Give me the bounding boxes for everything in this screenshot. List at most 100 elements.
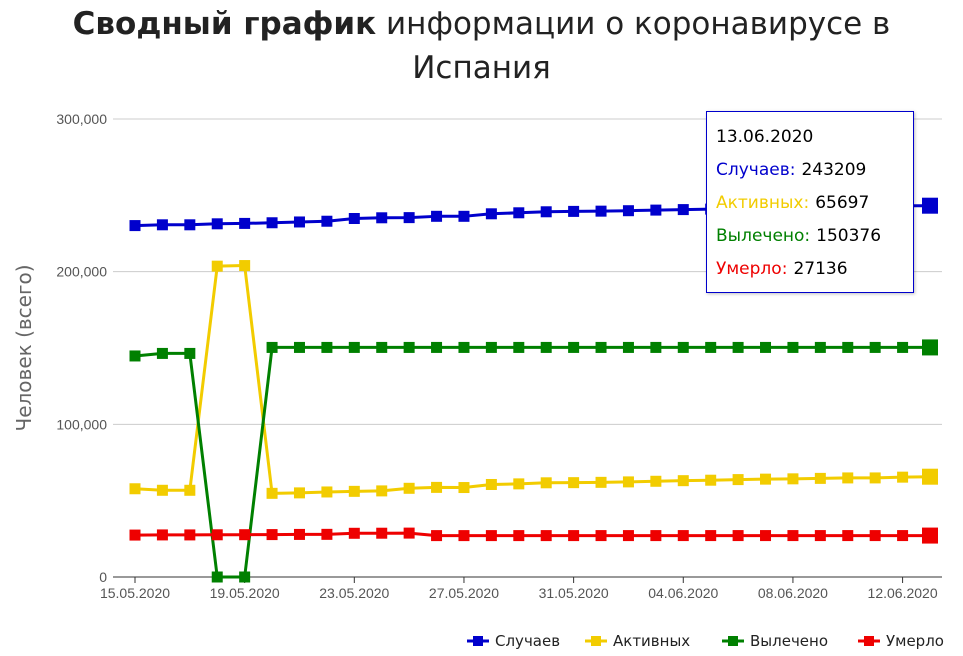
data-point bbox=[156, 529, 168, 541]
x-tick-label: 23.05.2020 bbox=[319, 585, 389, 601]
x-tick-label: 04.06.2020 bbox=[648, 585, 718, 601]
data-point bbox=[403, 341, 415, 353]
data-point bbox=[348, 213, 360, 225]
series-line bbox=[134, 264, 931, 495]
legend-label: Вылечено bbox=[750, 632, 828, 650]
data-point bbox=[431, 341, 443, 353]
data-point bbox=[239, 529, 251, 541]
data-point bbox=[622, 476, 634, 488]
data-point bbox=[266, 341, 278, 353]
data-point bbox=[431, 210, 443, 222]
data-point bbox=[677, 341, 689, 353]
data-point bbox=[760, 530, 772, 542]
data-point bbox=[129, 529, 141, 541]
legend-item: Умерло bbox=[858, 632, 944, 650]
data-point bbox=[266, 487, 278, 499]
tooltip-date: 13.06.2020 bbox=[716, 127, 814, 147]
data-point bbox=[897, 471, 909, 483]
data-point bbox=[376, 485, 388, 497]
data-point bbox=[650, 341, 662, 353]
data-point bbox=[650, 530, 662, 542]
data-point bbox=[869, 341, 881, 353]
data-point bbox=[513, 341, 525, 353]
data-point bbox=[705, 341, 717, 353]
legend-label: Случаев bbox=[495, 632, 560, 650]
data-point bbox=[513, 530, 525, 542]
tooltip: 13.06.2020 Случаев: 243209 Активных: 65697 В… bbox=[706, 111, 914, 293]
data-point bbox=[787, 341, 799, 353]
legend-item: Случаев bbox=[467, 632, 560, 650]
data-point bbox=[814, 472, 826, 484]
data-point bbox=[787, 473, 799, 485]
data-point bbox=[568, 530, 580, 542]
data-point bbox=[156, 347, 168, 359]
data-point bbox=[211, 218, 223, 230]
data-point bbox=[293, 487, 305, 499]
series-line bbox=[134, 345, 930, 579]
data-point bbox=[321, 528, 333, 540]
data-point bbox=[650, 204, 662, 216]
data-point bbox=[403, 527, 415, 539]
data-point bbox=[705, 530, 717, 542]
legend: Случаев Активных Вылечено Умерло bbox=[467, 632, 944, 650]
data-point bbox=[376, 527, 388, 539]
data-point bbox=[540, 530, 552, 542]
data-point bbox=[293, 216, 305, 228]
legend-swatch-marker bbox=[591, 636, 601, 646]
data-point bbox=[485, 478, 497, 490]
data-point bbox=[485, 530, 497, 542]
y-tick-label: 200,000 bbox=[56, 264, 107, 280]
tooltip-row: Случаев: 243209 bbox=[716, 158, 913, 191]
data-point bbox=[595, 530, 607, 542]
series-line bbox=[134, 531, 930, 538]
data-point bbox=[732, 530, 744, 542]
data-point bbox=[622, 341, 634, 353]
data-point bbox=[540, 206, 552, 218]
y-tick-label: 300,000 bbox=[56, 111, 107, 127]
data-point bbox=[431, 481, 443, 493]
data-point bbox=[348, 485, 360, 497]
data-point bbox=[485, 208, 497, 220]
data-point bbox=[760, 341, 772, 353]
data-point bbox=[239, 571, 251, 583]
data-point bbox=[595, 341, 607, 353]
data-point bbox=[677, 475, 689, 487]
data-point bbox=[842, 341, 854, 353]
data-point bbox=[540, 341, 552, 353]
legend-swatch-marker bbox=[473, 636, 483, 646]
data-point bbox=[266, 529, 278, 541]
x-tick-label: 31.05.2020 bbox=[539, 585, 609, 601]
series-2 bbox=[129, 260, 938, 499]
tooltip-row-value: 243209 bbox=[801, 160, 867, 180]
tooltip-row-label: Вылечено: bbox=[716, 226, 811, 246]
data-point bbox=[321, 341, 333, 353]
data-point bbox=[922, 527, 938, 544]
data-point bbox=[513, 478, 525, 490]
data-point bbox=[568, 477, 580, 489]
series-layer bbox=[129, 197, 938, 583]
legend-swatch-marker bbox=[728, 636, 738, 646]
data-point bbox=[732, 474, 744, 486]
tooltip-row-value: 65697 bbox=[815, 193, 870, 213]
data-point bbox=[842, 472, 854, 484]
tooltip-row-label: Активных: bbox=[716, 193, 810, 213]
tooltip-row: Вылечено: 150376 bbox=[716, 224, 913, 257]
data-point bbox=[239, 260, 251, 272]
data-point bbox=[760, 473, 772, 485]
data-point bbox=[595, 205, 607, 217]
series-4 bbox=[129, 527, 938, 544]
data-point bbox=[485, 341, 497, 353]
data-point bbox=[293, 528, 305, 540]
data-point bbox=[922, 468, 938, 485]
data-point bbox=[622, 205, 634, 217]
tooltip-row-value: 150376 bbox=[816, 226, 882, 246]
data-point bbox=[211, 260, 223, 272]
tooltip-row-label: Случаев: bbox=[716, 160, 796, 180]
data-point bbox=[732, 341, 744, 353]
data-point bbox=[677, 204, 689, 216]
data-point bbox=[403, 212, 415, 224]
tooltip-row-label: Умерло: bbox=[716, 259, 788, 279]
data-point bbox=[129, 220, 141, 232]
data-point bbox=[376, 341, 388, 353]
